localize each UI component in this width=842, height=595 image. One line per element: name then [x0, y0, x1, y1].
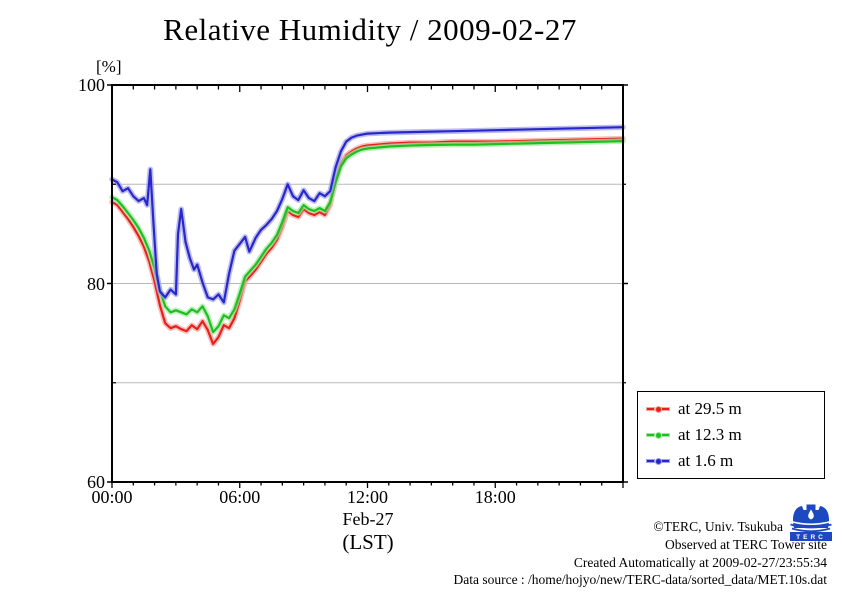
y-axis-unit-label: [%] — [96, 57, 122, 76]
series-line-2 — [110, 126, 625, 304]
legend-label: at 1.6 m — [678, 451, 734, 470]
terc-logo-text: TERC — [796, 534, 826, 541]
y-tick-label: 100 — [78, 75, 105, 95]
legend-item: at 1.6 m — [647, 451, 818, 471]
x-tick-label: 00:00 — [91, 487, 133, 507]
series-halo-2 — [109, 124, 626, 306]
created-timestamp-text: Created Automatically at 2009-02-27/23:5… — [573, 555, 827, 570]
series-halo-1 — [109, 138, 626, 335]
x-tick-label: 18:00 — [474, 487, 516, 507]
x-tick-label: 12:00 — [346, 487, 389, 507]
x-axis-timezone-label: (LST) — [342, 530, 394, 554]
y-tick-label: 80 — [87, 273, 105, 294]
x-tick-label: 06:00 — [219, 487, 261, 507]
legend: at 29.5 m at 12.3 m at 1.6 m — [637, 391, 825, 479]
x-axis-date-label: Feb-27 — [342, 509, 394, 529]
chart-title: Relative Humidity / 2009-02-27 — [163, 12, 577, 47]
series-line-0 — [110, 137, 625, 346]
observed-site-text: Observed at TERC Tower site — [664, 537, 827, 552]
legend-item: at 12.3 m — [647, 425, 818, 445]
data-source-text: Data source : /home/hojyo/new/TERC-data/… — [453, 572, 827, 587]
legend-marker-blue — [647, 458, 669, 464]
legend-marker-red — [647, 406, 669, 412]
copyright-text: ©TERC, Univ. Tsukuba — [653, 519, 783, 534]
legend-marker-green — [647, 432, 669, 438]
legend-label: at 12.3 m — [678, 425, 742, 444]
terc-logo-drop-icon — [808, 509, 814, 520]
legend-label: at 29.5 m — [678, 399, 742, 418]
series-line-1 — [110, 140, 625, 334]
y-tick-label: 60 — [87, 472, 105, 492]
terc-logo: TERC — [790, 504, 832, 541]
legend-item: at 29.5 m — [647, 399, 818, 419]
